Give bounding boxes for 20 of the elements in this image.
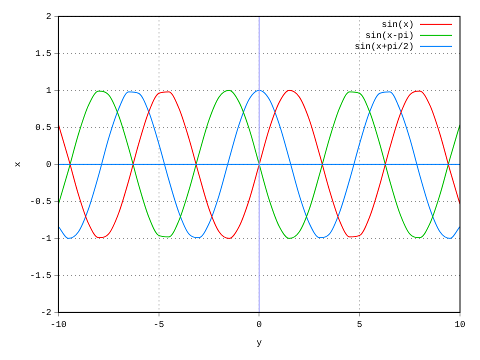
x-axis-title: y [256, 338, 262, 348]
x-tick-label: -5 [153, 320, 164, 330]
x-tick-label: 0 [256, 320, 262, 330]
x-tick-label: 5 [356, 320, 362, 330]
y-tick-label: 0 [46, 160, 52, 170]
x-tick-label: -10 [50, 320, 67, 330]
y-tick-label: -1.5 [30, 270, 52, 281]
y-tick-label: 1.5 [35, 48, 52, 59]
y-tick-label: 2 [46, 12, 52, 22]
legend-label: sin(x-pi) [365, 30, 414, 41]
line-series [58, 90, 460, 239]
x-tick-label: 10 [454, 320, 466, 330]
legend-label: sin(x+pi/2) [354, 42, 414, 52]
y-tick-label: 1 [46, 86, 52, 96]
legend-label: sin(x) [382, 20, 414, 30]
y-axis-title: x [12, 162, 23, 168]
y-tick-label: 0.5 [35, 122, 52, 133]
y-tick-label: -2 [40, 308, 52, 318]
y-tick-label: -1 [40, 234, 52, 244]
y-tick-label: -0.5 [30, 196, 52, 207]
